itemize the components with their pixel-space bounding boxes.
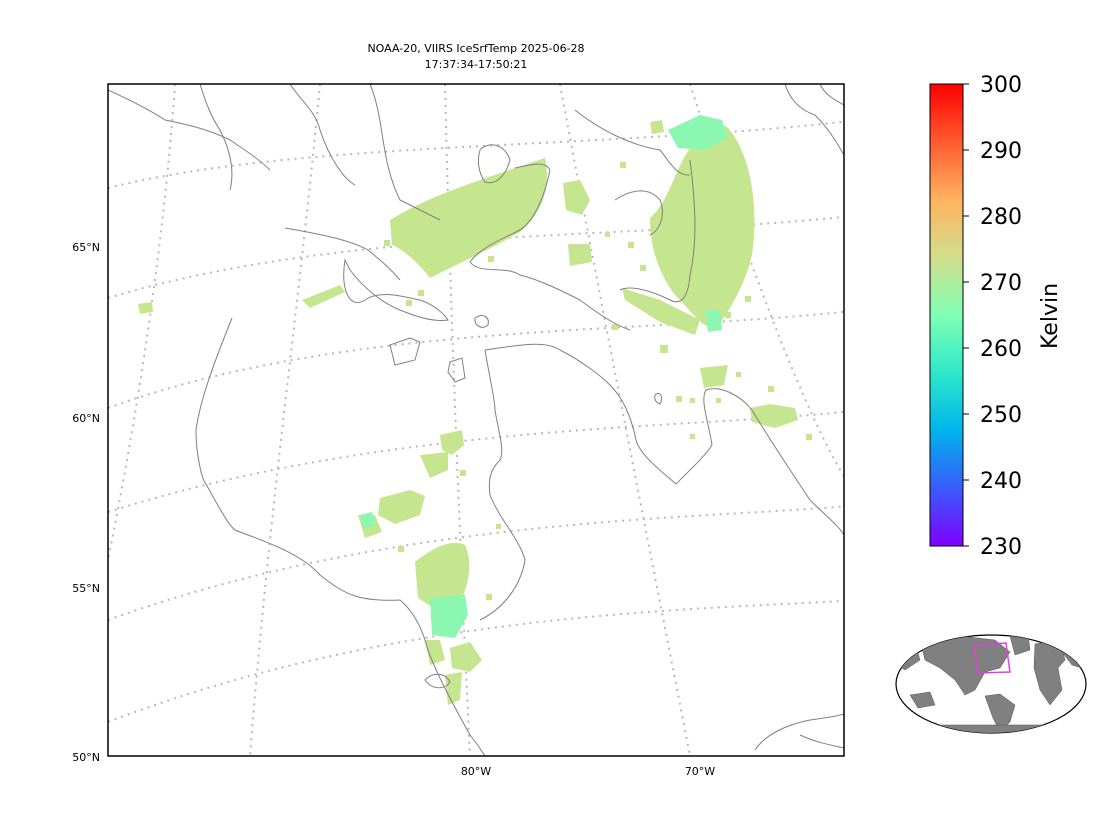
lat-label-55: 55°N <box>72 582 100 595</box>
colorbar: 300 290 280 270 260 250 240 230 Kelvin <box>929 73 1063 560</box>
locator-extent-box <box>973 642 1011 674</box>
lon-label-70w: 70°W <box>685 765 715 778</box>
colorbar-gradient <box>929 83 964 547</box>
colorbar-tick-260: 260 <box>980 337 1022 362</box>
colorbar-tick-230: 230 <box>980 535 1022 560</box>
map-title-line2: 17:37:34-17:50:21 <box>425 58 528 71</box>
scattered-pixels <box>384 162 812 600</box>
map-title-line1: NOAA-20, VIIRS IceSrfTemp 2025-06-28 <box>367 42 584 55</box>
colorbar-ticks <box>963 83 969 547</box>
map-frame <box>107 83 845 757</box>
colorbar-tick-290: 290 <box>980 139 1022 164</box>
lat-label-65: 65°N <box>72 241 100 254</box>
colorbar-tick-250: 250 <box>980 403 1022 428</box>
colorbar-tick-300: 300 <box>980 73 1022 98</box>
map-panel <box>107 83 845 757</box>
lat-label-50: 50°N <box>72 751 100 764</box>
temperature-swath <box>138 120 798 705</box>
colorbar-tick-270: 270 <box>980 271 1022 296</box>
coastlines <box>108 84 844 756</box>
colorbar-tick-240: 240 <box>980 469 1022 494</box>
colorbar-label: Kelvin <box>1038 283 1063 349</box>
temperature-swath-cool <box>360 115 728 638</box>
lat-label-60: 60°N <box>72 412 100 425</box>
globe-locator-icon <box>895 634 1087 734</box>
lon-label-80w: 80°W <box>461 765 491 778</box>
colorbar-tick-280: 280 <box>980 205 1022 230</box>
